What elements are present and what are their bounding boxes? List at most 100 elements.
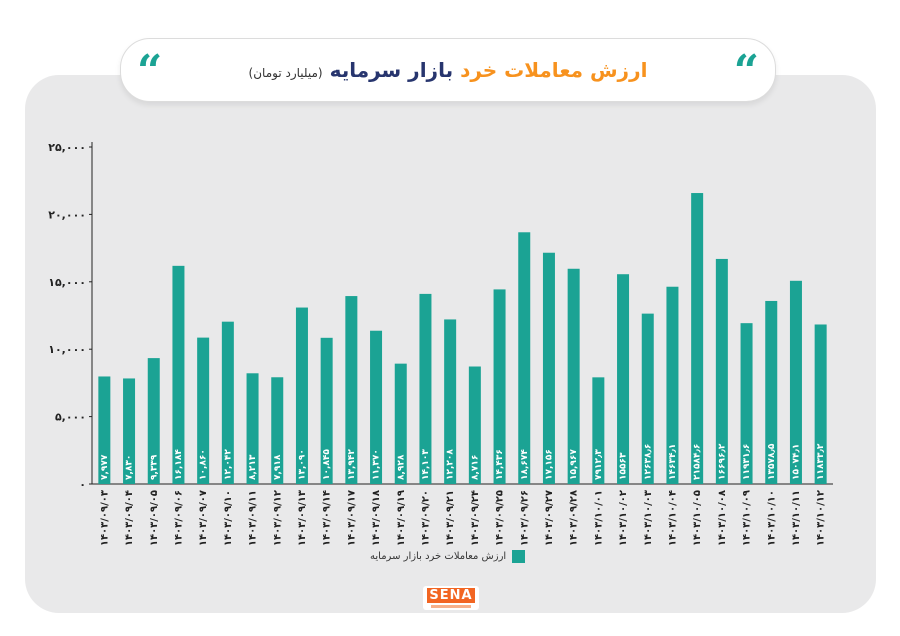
- bar-value-label: ۷,۹۷۷: [100, 454, 110, 480]
- bar-value-label: ۷,۸۳۰: [125, 455, 135, 480]
- bar: [172, 265, 185, 484]
- bar: [789, 280, 802, 484]
- logo-text: SENA: [427, 588, 475, 603]
- bar: [419, 293, 432, 484]
- x-tick-label: ۱۴۰۳/۰۹/۲۰: [420, 490, 431, 546]
- bar-value-label: ۸,۲۱۳: [248, 454, 258, 480]
- x-tick-label: ۱۴۰۳/۰۹/۲۶: [519, 490, 530, 546]
- legend: ارزش معاملات خرد بازار سرمایه: [370, 548, 526, 564]
- bar: [295, 307, 308, 484]
- x-tick-label: ۱۴۰۳/۰۹/۲۱: [445, 490, 456, 546]
- title-part-2: بازار سرمایه: [329, 58, 454, 82]
- x-tick-label: ۱۴۰۳/۰۹/۱۴: [322, 490, 333, 546]
- x-tick-label: ۱۴۰۳/۰۹/۰۴: [124, 490, 135, 546]
- bar-value-label: ۱۴۶۳۴٫۱: [668, 444, 678, 480]
- bar: [542, 252, 555, 484]
- bar: [221, 321, 234, 484]
- bar: [691, 193, 704, 484]
- bar-value-label: ۱۵۵۶۳: [619, 452, 629, 480]
- title-unit: (میلیارد تومان): [248, 66, 323, 80]
- x-tick-label: ۱۴۰۳/۰۹/۰۵: [149, 490, 160, 546]
- x-tick-label: ۱۴۰۳/۰۹/۱۳: [297, 490, 308, 546]
- legend-swatch: [512, 549, 526, 563]
- bar-value-label: ۸,۷۱۶: [470, 455, 480, 480]
- bar: [271, 377, 284, 484]
- bar: [765, 300, 778, 484]
- x-tick-label: ۱۴۰۳/۱۰/۰۵: [692, 490, 703, 546]
- bar-value-label: ۷,۹۱۸: [273, 454, 283, 480]
- bar-value-label: ۱۵۰۷۴٫۱: [791, 444, 801, 480]
- bar-value-label: ۱۷,۱۵۶: [544, 449, 554, 480]
- bar-value-label: ۱۸,۶۷۴: [520, 449, 530, 480]
- bar-value-label: ۱۳,۹۴۲: [347, 449, 357, 480]
- x-tick-label: ۱۴۰۳/۱۰/۰۱: [593, 490, 604, 546]
- bar: [814, 324, 827, 484]
- bar: [444, 319, 457, 484]
- x-tick-label: ۱۴۰۳/۱۰/۰۴: [667, 490, 678, 546]
- bar: [567, 268, 580, 484]
- x-tick-label: ۱۴۰۳/۰۹/۲۸: [569, 490, 580, 546]
- x-tick-label: ۱۴۰۳/۰۹/۰۶: [173, 490, 184, 546]
- bar: [345, 296, 358, 484]
- bar: [147, 358, 160, 484]
- bar: [740, 323, 753, 484]
- y-tick-label: ۱۰,۰۰۰: [48, 343, 86, 356]
- bar: [493, 289, 506, 484]
- bar: [197, 337, 210, 484]
- x-tick-label: ۱۴۰۳/۱۰/۰۳: [643, 490, 654, 546]
- y-tick-label: ۲۰,۰۰۰: [48, 208, 86, 221]
- bar-value-label: ۱۴,۱۰۳: [421, 449, 431, 480]
- bar-value-label: ۱۲۶۳۸٫۶: [643, 444, 653, 480]
- sena-logo: SENA: [423, 586, 479, 610]
- x-tick-label: ۱۴۰۳/۰۹/۰۳: [99, 490, 110, 546]
- bar: [320, 337, 333, 484]
- x-tick-label: ۱۴۰۳/۰۹/۱۷: [346, 490, 357, 546]
- bar: [394, 363, 407, 484]
- x-tick-label: ۱۴۰۳/۰۹/۱۱: [248, 490, 259, 546]
- bar: [518, 232, 531, 484]
- logo-underline: [431, 605, 471, 608]
- bar: [468, 366, 481, 484]
- bar: [617, 274, 630, 484]
- bar-value-label: ۱۰,۸۶۰: [199, 449, 209, 480]
- bar: [123, 378, 136, 484]
- bar-value-label: ۱۲,۰۴۲: [223, 449, 233, 480]
- bar-value-label: ۱۶۶۹۶٫۲: [717, 443, 727, 480]
- bar: [592, 377, 605, 484]
- bar-value-label: ۷۹۱۲٫۳: [594, 449, 604, 480]
- bar-value-label: ۸,۹۲۸: [396, 454, 406, 480]
- bar-value-label: ۱۳۵۷۸٫۵: [767, 443, 777, 480]
- x-tick-label: ۱۴۰۳/۰۹/۲۷: [544, 490, 555, 546]
- bar: [641, 313, 654, 484]
- x-tick-label: ۱۴۰۳/۰۹/۱۰: [223, 490, 234, 546]
- title-banner: “ ارزش معاملات خرد بازار سرمایه (میلیارد…: [120, 38, 776, 102]
- x-tick-label: ۱۴۰۳/۰۹/۱۲: [272, 490, 283, 546]
- bar-value-label: ۱۱۸۳۳٫۲: [816, 443, 826, 480]
- bar-value-label: ۱۱۹۳۱٫۶: [742, 444, 752, 480]
- x-tick-label: ۱۴۰۳/۱۰/۰۹: [742, 490, 753, 546]
- bar-value-label: ۱۱,۳۷۰: [372, 449, 382, 480]
- x-tick-label: ۱۴۰۳/۱۰/۱۲: [816, 490, 827, 546]
- bar-value-label: ۱۲,۲۰۸: [446, 449, 456, 480]
- open-quote-icon: “: [137, 46, 163, 97]
- x-tick-label: ۱۴۰۳/۰۹/۲۴: [470, 490, 481, 546]
- x-tick-label: ۱۴۰۳/۱۰/۰۲: [618, 490, 629, 546]
- legend-label: ارزش معاملات خرد بازار سرمایه: [370, 550, 507, 562]
- bar-value-label: ۱۵,۹۶۷: [569, 449, 579, 480]
- chart-title: ارزش معاملات خرد بازار سرمایه (میلیارد ت…: [121, 57, 775, 86]
- bar-value-label: ۱۶,۱۸۴: [174, 449, 184, 480]
- bar-value-label: ۱۳,۰۹۰: [297, 449, 307, 480]
- y-tick-label: ۵,۰۰۰: [55, 411, 86, 424]
- bar: [370, 330, 383, 484]
- bar-value-label: ۱۰,۸۴۵: [322, 449, 332, 480]
- x-tick-label: ۱۴۰۳/۱۰/۰۸: [717, 490, 728, 546]
- bar-value-label: ۲۱۵۸۴٫۶: [693, 444, 703, 480]
- y-tick-label: ۱۵,۰۰۰: [48, 276, 86, 289]
- close-quote-icon: “: [733, 46, 759, 97]
- bar: [246, 373, 259, 484]
- x-tick-label: ۱۴۰۳/۰۹/۲۵: [495, 490, 506, 546]
- bar: [715, 258, 728, 484]
- title-part-1: ارزش معاملات خرد: [460, 58, 648, 82]
- x-tick-label: ۱۴۰۳/۱۰/۱۰: [766, 490, 777, 546]
